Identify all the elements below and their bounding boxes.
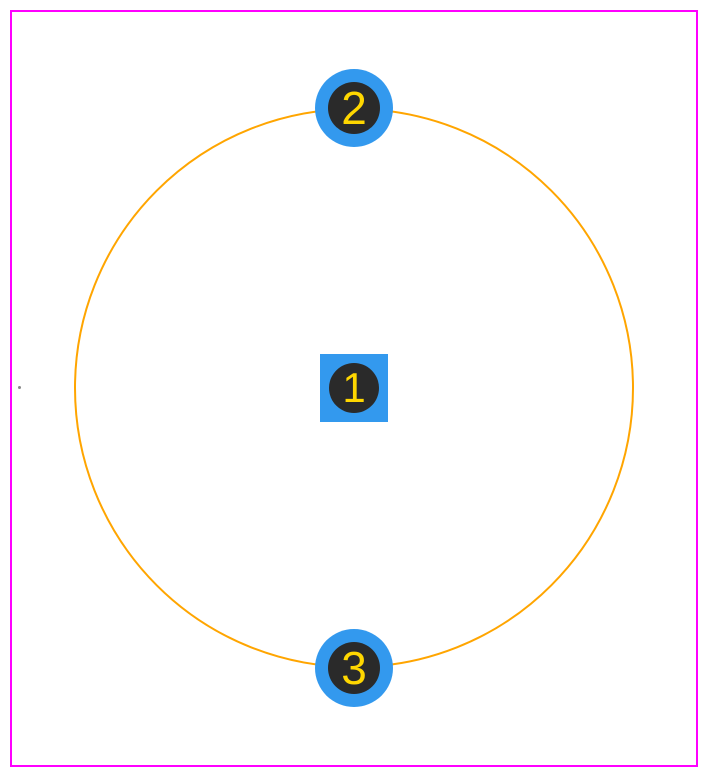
node-2-label: 2 bbox=[341, 85, 367, 131]
node-1-label: 1 bbox=[342, 367, 365, 409]
node-2: 2 bbox=[315, 69, 393, 147]
node-3: 3 bbox=[315, 629, 393, 707]
node-1: 1 bbox=[320, 354, 388, 422]
node-3-label: 3 bbox=[341, 645, 367, 691]
origin-mark bbox=[18, 386, 21, 389]
